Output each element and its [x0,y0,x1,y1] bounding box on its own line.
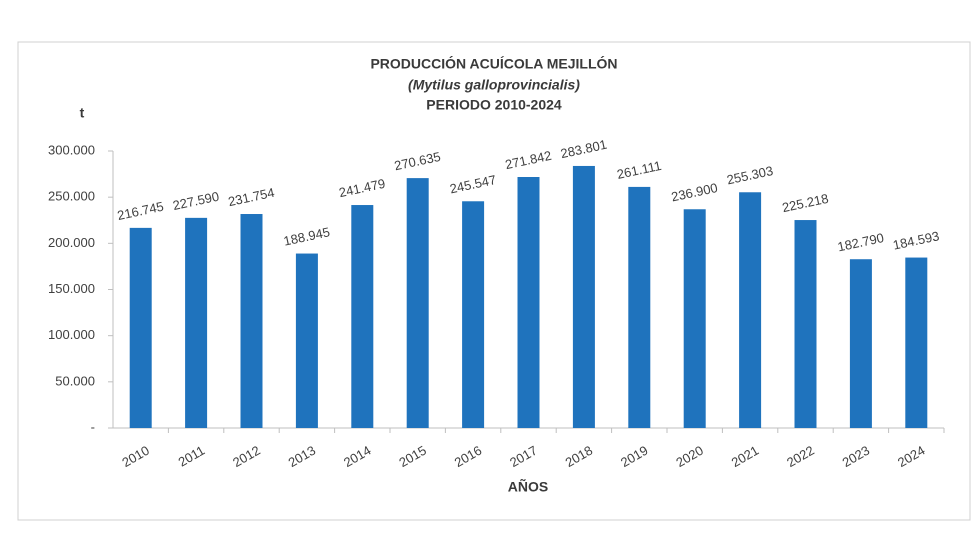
bar [129,227,152,428]
bar [406,178,429,428]
bar [905,257,928,428]
y-tick-label: 250.000 [48,189,95,204]
bar [462,201,485,428]
bar [794,220,817,428]
y-tick-label: 200.000 [48,235,95,250]
chart-title: PRODUCCIÓN ACUÍCOLA MEJILLÓN [370,55,617,72]
bar [849,259,872,428]
chart-subtitle: (Mytilus galloprovincialis) [408,77,580,93]
bar [628,186,651,428]
bar [739,192,762,428]
y-tick-label: 50.000 [55,373,95,388]
y-tick-label: 300.000 [48,142,95,157]
bar [351,205,374,428]
bar [295,253,318,428]
y-tick-label: 150.000 [48,281,95,296]
y-axis-label: t [80,105,85,121]
x-axis-label: AÑOS [508,478,548,495]
bar [683,209,706,428]
chart-period: PERIODO 2010-2024 [426,97,562,113]
bar [185,217,208,428]
chart-frame [17,41,971,521]
bar [517,176,540,428]
bar [572,165,595,428]
y-tick-label: - [91,419,95,434]
bar [240,214,263,428]
y-tick-label: 100.000 [48,327,95,342]
